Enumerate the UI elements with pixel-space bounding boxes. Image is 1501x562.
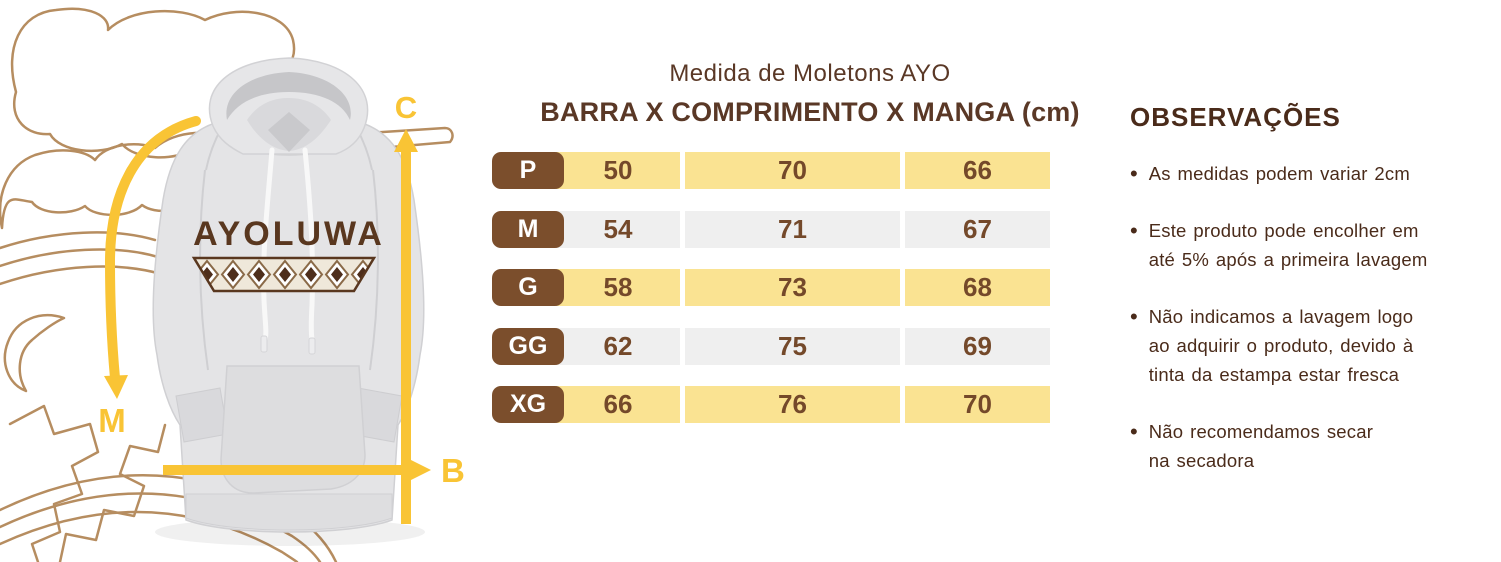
observation-item: • Este produto pode encolher em até 5% a… <box>1130 216 1485 274</box>
hoodie-hem <box>185 493 393 531</box>
size-badge: P <box>492 152 564 189</box>
table-row-xg: XG 66 76 70 <box>492 386 1050 423</box>
measurement-arrows: C B M <box>98 90 465 524</box>
observation-text: Este produto pode encolher em até 5% apó… <box>1148 220 1428 270</box>
observation-text: Não indicamos a lavagem logo ao adquirir… <box>1148 306 1414 385</box>
hoodie-logo-text: AYOLUWA <box>193 215 385 253</box>
cell-comprimento: 71 <box>685 210 900 248</box>
observations-title: OBSERVAÇÕES <box>1130 102 1341 132</box>
table-row-g: G 58 73 68 <box>492 269 1050 306</box>
bullet-dot: • <box>1130 218 1138 243</box>
table-row-gg: GG 62 75 69 <box>492 327 1050 365</box>
measure-label-c: C <box>395 90 417 125</box>
cell-barra: 62 <box>556 327 680 365</box>
cell-comprimento: 70 <box>685 152 900 189</box>
size-badge: G <box>492 269 564 306</box>
measure-arrow-b: B <box>163 452 465 489</box>
bullet-dot: • <box>1130 419 1138 444</box>
observation-item: • Não recomendamos secar na secadora <box>1130 417 1485 475</box>
measure-label-m: M <box>98 402 126 439</box>
size-table: P 50 70 66 M 54 71 67 G 58 73 68 GG 62 7… <box>492 152 1050 445</box>
cell-manga: 70 <box>905 386 1050 423</box>
cell-comprimento: 73 <box>685 269 900 306</box>
cell-manga: 68 <box>905 269 1050 306</box>
observations-panel: OBSERVAÇÕES • As medidas podem variar 2c… <box>1130 102 1485 503</box>
measure-arrow-c: C <box>394 90 418 524</box>
observation-text: Não recomendamos secar na secadora <box>1148 421 1374 471</box>
table-row-m: M 54 71 67 <box>492 210 1050 248</box>
cell-manga: 69 <box>905 327 1050 365</box>
table-title: Medida de Moletons AYO <box>669 60 951 87</box>
table-row-p: P 50 70 66 <box>492 152 1050 189</box>
size-badge: M <box>492 210 564 248</box>
bullet-dot: • <box>1130 304 1138 329</box>
hoodie-measurement-diagram: AYOLUWA C B M <box>0 7 465 562</box>
tribal-band <box>191 256 377 293</box>
observations-list: • As medidas podem variar 2cm • Este pro… <box>1130 159 1485 475</box>
size-badge: GG <box>492 327 564 365</box>
measure-arrow-m: M <box>98 116 201 439</box>
observation-item: • As medidas podem variar 2cm <box>1130 159 1485 188</box>
measure-label-b: B <box>441 452 465 489</box>
observation-text: As medidas podem variar 2cm <box>1148 163 1410 184</box>
cell-comprimento: 75 <box>685 327 900 365</box>
cell-barra: 66 <box>556 386 680 423</box>
cell-manga: 66 <box>905 152 1050 189</box>
size-badge: XG <box>492 386 564 423</box>
hoodie-illustration: AYOLUWA <box>152 57 425 546</box>
table-subtitle: BARRA X COMPRIMENTO X MANGA (cm) <box>540 97 1080 127</box>
cell-manga: 67 <box>905 210 1050 248</box>
bullet-dot: • <box>1130 161 1138 186</box>
cell-barra: 50 <box>556 152 680 189</box>
cell-comprimento: 76 <box>685 386 900 423</box>
observation-item: • Não indicamos a lavagem logo ao adquir… <box>1130 302 1485 389</box>
cell-barra: 58 <box>556 269 680 306</box>
cell-barra: 54 <box>556 210 680 248</box>
